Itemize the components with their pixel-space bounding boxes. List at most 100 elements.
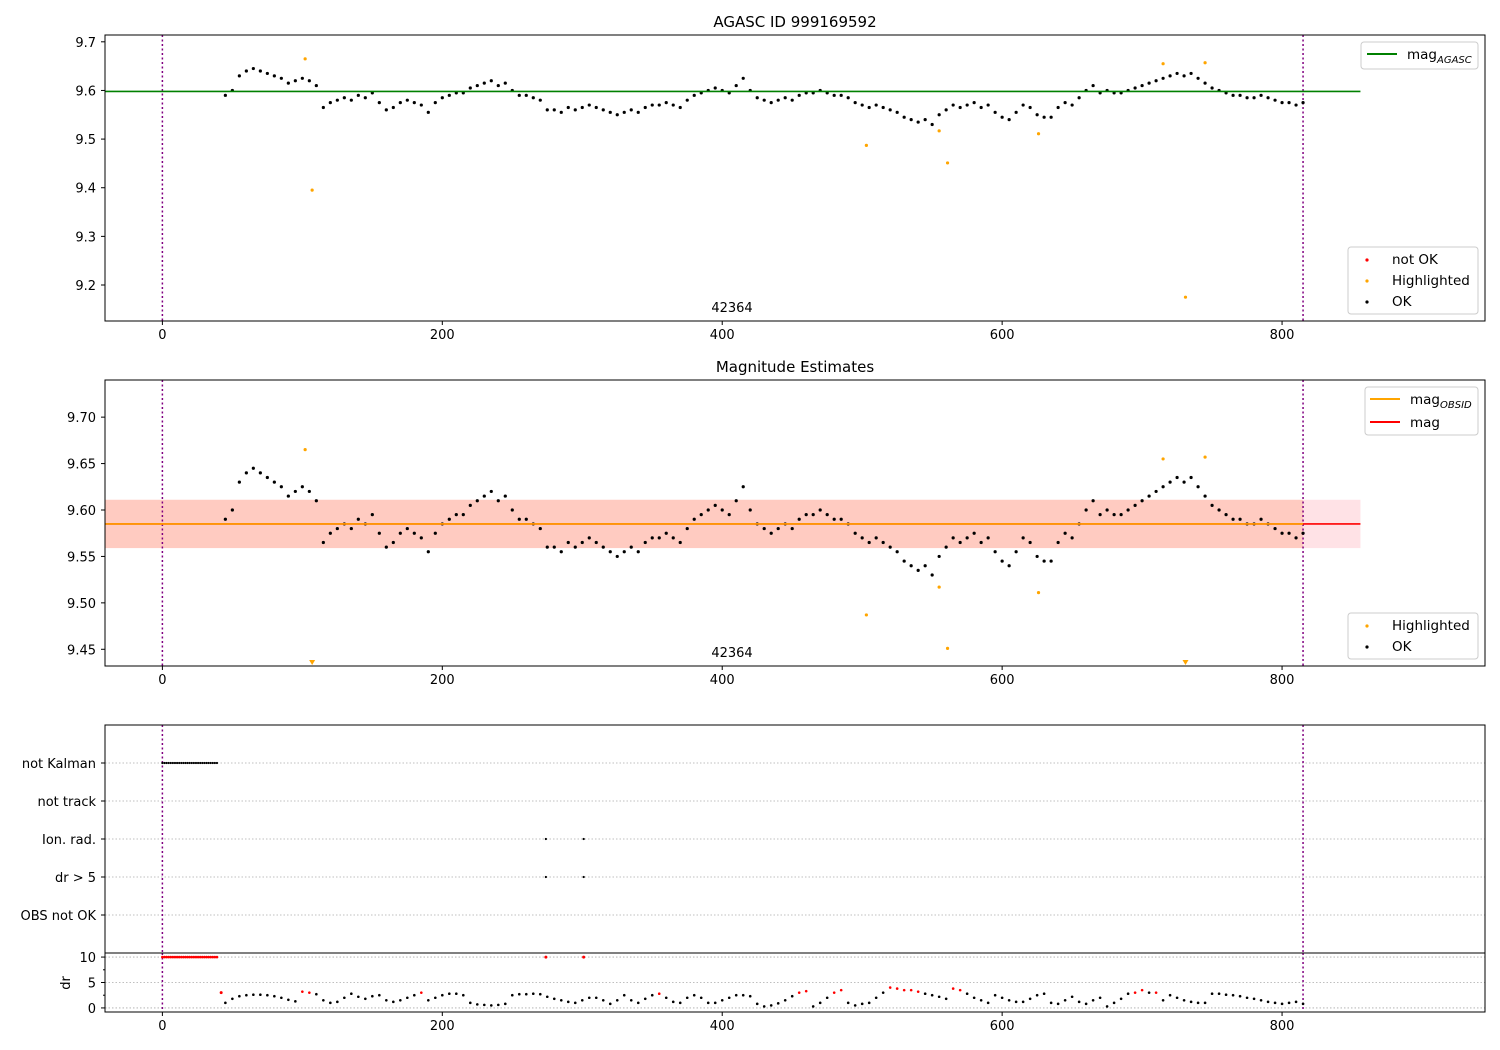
dr-point [804,989,808,993]
ok-point [440,96,444,100]
dr-capped-point [213,955,217,959]
ok-point [1175,475,1179,480]
dr-point [650,993,654,997]
x-tick-label: 200 [430,1019,455,1034]
ok-point [860,536,864,540]
dr-capped-point [582,955,586,959]
dr-point [741,993,745,997]
dr-point [1161,999,1165,1002]
ok-point [811,513,815,517]
ok-point [1189,475,1193,480]
legend-orange-dot-icon [1365,624,1369,628]
ok-point [937,554,941,559]
ok-point [489,79,493,83]
dr-point [1175,996,1179,1000]
dr-axis-label: dr [59,976,74,990]
ok-point [1105,508,1109,512]
dr-point [1287,1001,1291,1005]
ok-point [1091,499,1095,503]
ok-point [1280,531,1284,535]
ok-point [923,118,927,122]
dr-capped-point [171,955,175,959]
ok-point [398,531,402,535]
dr-point [685,996,689,1000]
dr-point [1196,1001,1200,1005]
ok-point [1238,517,1242,521]
not-kalman-point [180,761,183,765]
dr-point [657,992,661,995]
y-tick-label: 9.70 [67,411,96,426]
dr-point [979,999,983,1002]
ok-point [370,513,374,517]
ok-point [1196,485,1200,489]
ok-point [545,545,549,549]
ok-point [454,513,458,517]
ok-point [223,517,227,521]
ok-point [342,96,346,100]
ok-point [1035,554,1039,559]
ok-point [1273,98,1277,102]
ok-point [1084,508,1088,512]
x-tick-label: 0 [158,673,166,688]
dr-point [636,1001,640,1005]
ok-point [1070,103,1074,107]
ok-point [426,110,430,114]
legend-highlighted: Highlighted [1392,618,1470,634]
ok-point [594,540,598,545]
ok-point [335,98,339,102]
x-tick-label: 0 [158,328,166,343]
ok-point [1112,513,1116,517]
ok-point [1203,494,1207,498]
dr-point [671,1000,675,1004]
ok-point [475,83,479,88]
dr-point [1203,1001,1207,1005]
ok-point [307,489,311,494]
ok-point [608,110,612,114]
ok-point [734,499,738,503]
ok-point [657,536,661,540]
dr-point [678,1001,682,1005]
ok-point [825,513,829,517]
ok-point [1070,536,1074,540]
ok-point [566,540,570,545]
dr-point [622,993,626,997]
dr-capped-point [203,955,206,959]
not-kalman-point [163,761,166,765]
dr-point [706,1001,710,1005]
ok-point [1056,105,1060,110]
ok-point [1140,83,1144,88]
dr-point [790,994,794,998]
ok-point [349,98,353,102]
ok-point [993,110,997,114]
ok-point [1231,93,1235,97]
dr-point [531,992,535,995]
dr-point [392,1000,395,1004]
ok-point [720,508,724,512]
dr-point [1273,1001,1277,1005]
ok-point [510,508,514,512]
x-tick-label: 0 [158,1019,166,1034]
dr-point [580,999,584,1002]
dr-point [986,1001,990,1005]
dr-capped-point [182,955,185,959]
dr-point [517,992,521,996]
dr-capped-point [186,955,189,959]
ok-point [300,76,304,80]
ok-point [839,93,843,97]
ok-point [244,69,248,73]
ok-point [1007,564,1011,568]
legend-not-ok: not OK [1392,252,1439,268]
dr-point [1077,1000,1081,1004]
not-kalman-point [203,761,206,765]
ok-point [1063,101,1067,105]
ok-point [405,98,409,102]
ok-point [1196,76,1200,80]
ok-point [468,86,472,90]
dr-point [699,996,703,1000]
ok-point [790,98,794,102]
ok-point [517,93,521,97]
dr-point [378,993,381,997]
ok-point [272,74,276,78]
dr-point [958,988,962,992]
ok-point [293,79,297,83]
